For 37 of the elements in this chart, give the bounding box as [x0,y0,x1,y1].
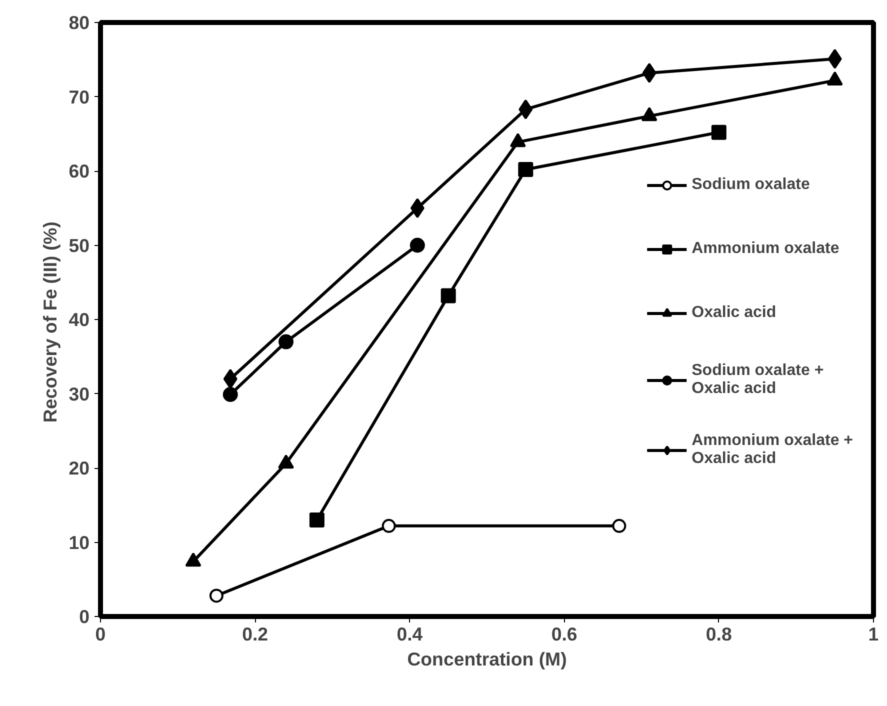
legend-label: Oxalic acid [692,303,776,323]
legend-label: Sodium oxalate [692,175,810,195]
point [828,48,842,69]
y-tick-label: 40 [68,309,90,330]
x-tick-label: 0.6 [551,624,578,644]
y-tick-label: 80 [68,12,90,33]
y-tick-label: 50 [68,234,90,256]
point [410,238,425,253]
legend-label: Ammonium oxalate [692,239,840,259]
x-tick-label: 0.2 [242,624,268,644]
point [518,99,533,120]
legend-label: Sodium oxalate + Oxalic acid [692,362,824,398]
point [309,512,324,528]
point [222,387,238,402]
x-axis-title: Concentration (M) [407,648,567,670]
point [382,518,396,533]
point [410,198,424,218]
point [440,288,456,304]
y-axis-title: Recovery of Fe (III) (%) [40,222,61,423]
y-tick-label: 30 [68,383,90,404]
point [642,62,656,83]
x-tick-label: 1 [868,624,879,644]
y-tick-label: 60 [68,160,90,182]
x-tick-label: 0 [95,624,106,644]
legend-label: Ammonium oxalate + Oxalic acid [692,432,853,468]
point [209,588,224,603]
point [711,124,726,140]
point [223,368,238,389]
x-tick-label: 0.4 [396,624,424,644]
point [612,518,626,533]
y-tick-label: 70 [68,86,90,108]
x-tick-label: 0.8 [706,624,732,644]
y-tick-label: 0 [79,606,90,627]
y-tick-label: 20 [68,458,90,478]
y-tick-label: 10 [68,532,90,553]
point [518,162,534,178]
point [278,334,294,350]
